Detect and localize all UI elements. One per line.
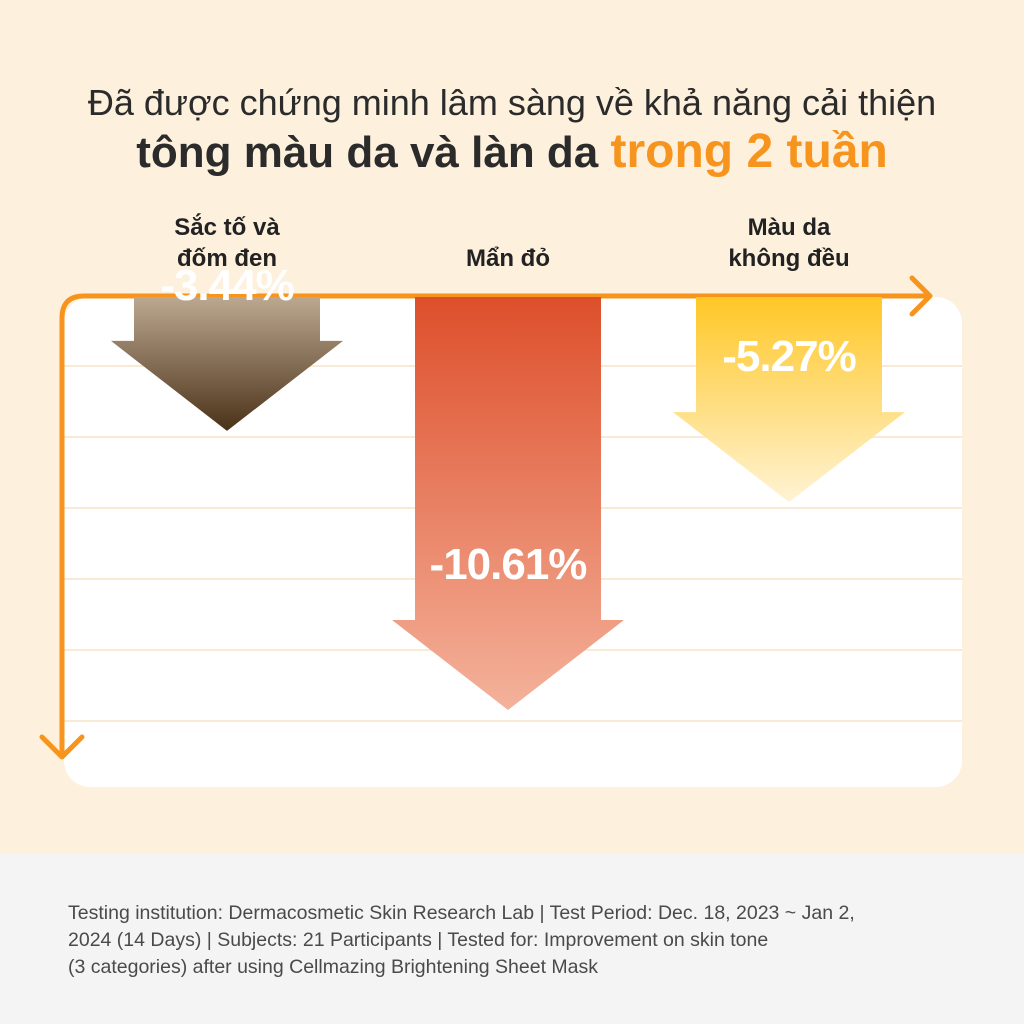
footer-line-3: (3 categories) after using Cellmazing Br… [68,956,599,978]
category-label-1: Sắc tố và đốm đen [174,214,280,272]
footer-line-1: Testing institution: Dermacosmetic Skin … [68,902,855,924]
bar-arrow-1 [111,297,343,431]
headline-line-1: Đã được chứng minh lâm sàng về khả năng … [87,82,937,123]
category-label-3: Màu da không đều [728,214,850,272]
axis-arrowhead-down [39,734,85,760]
value-label-1: -3.44% [160,260,294,310]
headline-highlight-text: trong 2 tuần [610,125,888,178]
footer: Testing institution: Dermacosmetic Skin … [0,854,1024,1024]
axis-arrow [59,293,931,758]
footer-line-2: 2024 (14 Days) | Subjects: 21 Participan… [68,929,769,951]
bar-arrow-2 [392,297,624,710]
bar-chart [39,275,962,787]
headline-main-text: tông màu da và làn da [136,128,611,177]
bars-group [111,297,905,710]
value-label-2: -10.61% [429,540,588,589]
footer-note: Testing institution: Dermacosmetic Skin … [68,900,968,981]
headline-line-2: tông màu da và làn da trong 2 tuần [0,124,1024,179]
bar-arrow-3 [673,297,905,503]
category-label-2: Mẩn đỏ [466,245,550,272]
axis-arrowhead-right [909,275,933,317]
value-label-3: -5.27% [722,332,856,382]
